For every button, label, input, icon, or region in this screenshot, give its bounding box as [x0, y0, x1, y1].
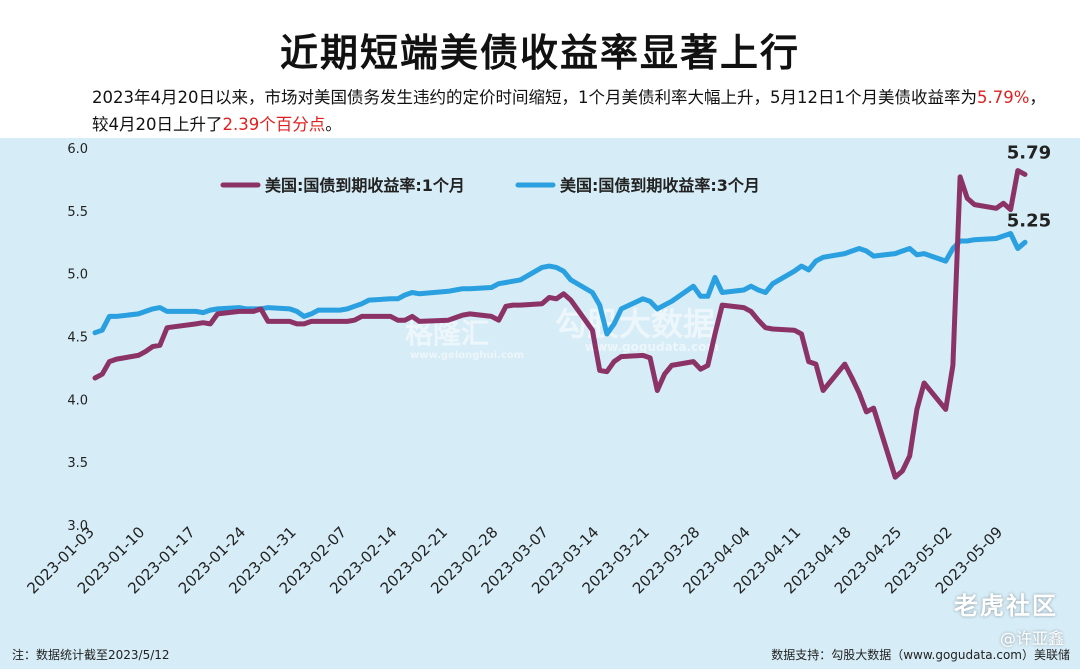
- footnote: 注：数据统计截至2023/5/12: [12, 648, 170, 662]
- watermark-community: 老虎社区: [954, 592, 1058, 620]
- y-tick-label: 3.5: [67, 456, 88, 471]
- watermark-gelonghui-url: www.gelonghui.com: [410, 350, 524, 361]
- y-tick-label: 5.0: [67, 268, 88, 283]
- subtitle-value-1m-yield: 5.79%: [976, 88, 1030, 107]
- subtitle-text-2: ，较4月20日上升了: [92, 88, 1046, 134]
- data-source: 数据支持：勾股大数据（www.gogudata.com）美联储: [771, 648, 1070, 662]
- end-label-3m: 5.25: [1007, 210, 1051, 231]
- subtitle-value-change: 2.39个百分点: [222, 115, 326, 134]
- line-chart: 格隆汇www.gelonghui.com勾股大数据www.gogudata.co…: [23, 142, 1051, 597]
- subtitle-text-1: 2023年4月20日以来，市场对美国债务发生违约的定价时间缩短，1个月美债利率大…: [92, 88, 977, 107]
- y-tick-label: 4.5: [67, 331, 88, 346]
- watermark-author: @许亚鑫: [999, 629, 1064, 648]
- legend-label-3m: 美国:国债到期收益率:3个月: [560, 176, 760, 195]
- y-tick-label: 6.0: [67, 142, 88, 157]
- plot-area: 格隆汇 www.gelonghui.com 勾股大数据 www.gogudata.co…: [0, 138, 1080, 669]
- series-1m-line: [92, 168, 1028, 480]
- y-tick-label: 3.0: [67, 519, 88, 534]
- watermark-gogudata-url: www.gogudata.com: [585, 340, 719, 354]
- chart-title: 近期短端美债收益率显著上行: [279, 31, 800, 75]
- subtitle-text-3: 。: [325, 115, 342, 134]
- end-label-1m: 5.79: [1007, 142, 1051, 163]
- chart-subtitle: 2023年4月20日以来，市场对美国债务发生违约的定价时间缩短，1个月美债利率大…: [92, 84, 1050, 138]
- legend-label-1m: 美国:国债到期收益率:1个月: [265, 176, 465, 195]
- y-tick-label: 4.0: [67, 393, 88, 408]
- y-tick-label: 5.5: [67, 205, 88, 220]
